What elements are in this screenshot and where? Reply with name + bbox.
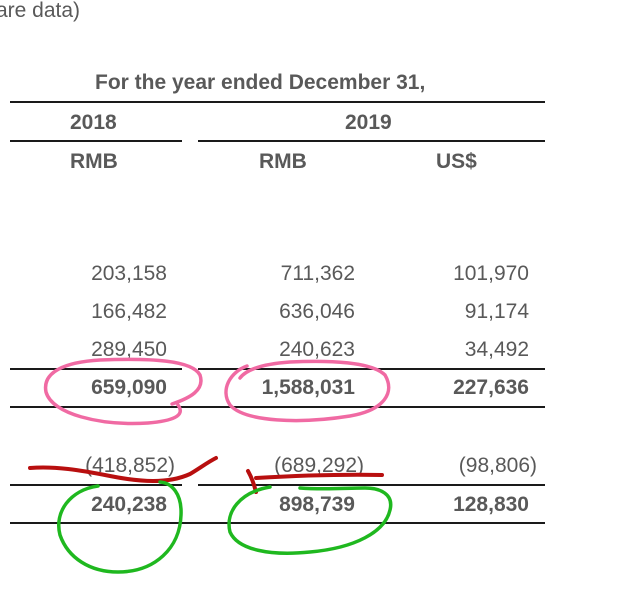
total-rule-bottom (10, 522, 545, 524)
year-2018-label: 2018 (70, 111, 117, 134)
currency-2019-rmb: RMB (259, 150, 307, 173)
year-2018-underline (10, 140, 182, 142)
cell-r5-c2: 128,830 (453, 493, 529, 516)
cell-r3-c0: 659,090 (91, 376, 167, 399)
cell-r4-c2: (98,806) (458, 454, 537, 477)
total-rule-top-right (198, 484, 545, 486)
currency-2018-rmb: RMB (70, 150, 118, 173)
year-2019-underline (198, 140, 545, 142)
cell-r3-c1: 1,588,031 (261, 376, 355, 399)
year-2019-label: 2019 (345, 111, 392, 134)
cell-r5-c0: 240,238 (91, 493, 167, 516)
cell-r4-c0: (418,852) (85, 454, 175, 477)
cell-r0-c2: 101,970 (453, 262, 529, 285)
cell-r2-c2: 34,492 (464, 338, 529, 361)
total-rule-top-left (10, 484, 182, 486)
subtotal-rule-top-right (198, 368, 545, 370)
cell-r0-c1: 711,362 (280, 262, 355, 285)
cell-r1-c1: 636,046 (279, 300, 355, 323)
cell-r5-c1: 898,739 (279, 493, 355, 516)
cell-r0-c0: 203,158 (91, 262, 167, 285)
cell-r1-c2: 91,174 (464, 300, 529, 323)
cell-r2-c0: 289,450 (91, 338, 167, 361)
cell-r3-c2: 227,636 (453, 376, 529, 399)
header-rule-top (10, 101, 545, 103)
cell-r2-c1: 240,623 (279, 338, 355, 361)
cell-r1-c0: 166,482 (91, 300, 167, 323)
currency-2019-usd: US$ (436, 150, 477, 173)
caption-fragment: are data) (0, 0, 81, 22)
subtotal-rule-bottom (10, 406, 545, 408)
subtotal-rule-top-left (10, 368, 182, 370)
cell-r4-c1: (689,292) (274, 454, 364, 477)
period-title: For the year ended December 31, (95, 71, 426, 94)
